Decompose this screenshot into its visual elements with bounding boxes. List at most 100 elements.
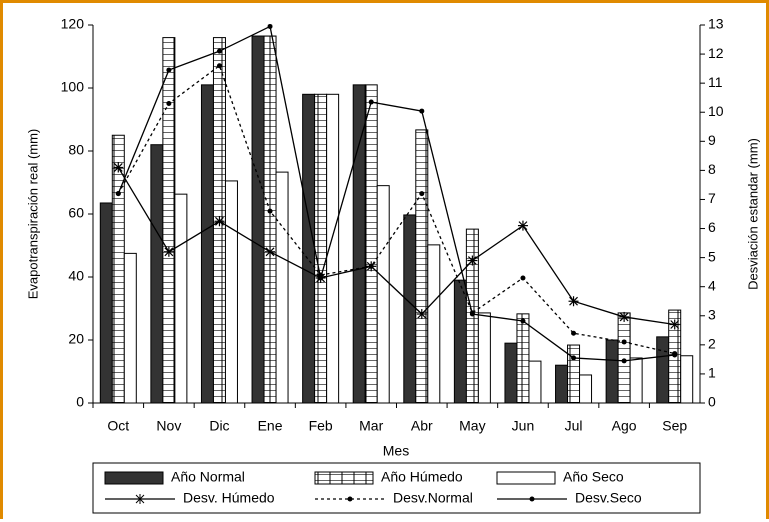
line-marker: [267, 23, 273, 29]
bar: [263, 35, 277, 404]
line-marker: [621, 339, 627, 345]
y2-tick-label: 0: [708, 394, 716, 410]
x-tick-label: Ene: [258, 418, 283, 434]
line-marker: [619, 311, 630, 322]
legend-box: [92, 462, 701, 514]
bar: [629, 357, 643, 404]
y-tick-label: 20: [68, 331, 84, 347]
x-tick-label: Feb: [309, 418, 333, 434]
line-marker: [517, 220, 528, 231]
line-marker: [216, 63, 222, 69]
bar: [605, 339, 619, 404]
x-tick-label: Jun: [512, 418, 535, 434]
x-tick-label: Ago: [612, 418, 637, 434]
y2-tick-label: 7: [708, 190, 716, 206]
x-axis-label: Mes: [383, 443, 409, 459]
y2-tick-label: 13: [708, 16, 724, 32]
bar: [579, 374, 593, 404]
line-marker: [368, 99, 374, 105]
bar: [376, 185, 390, 404]
line-marker: [416, 309, 427, 320]
bar: [251, 35, 265, 404]
bar: [99, 202, 113, 404]
line-marker: [368, 263, 374, 269]
line-marker: [520, 318, 526, 324]
line: [117, 25, 675, 362]
legend-swatch: [496, 471, 556, 485]
y2-tick-label: 11: [708, 74, 723, 90]
bar: [200, 84, 214, 404]
x-tick-label: Nov: [156, 418, 181, 434]
bar: [364, 84, 378, 404]
line-marker: [267, 208, 273, 214]
line-marker: [318, 275, 324, 281]
bar: [326, 93, 340, 404]
bar: [150, 144, 164, 404]
bar: [314, 93, 328, 404]
bar: [567, 344, 581, 404]
line-marker: [214, 216, 225, 227]
bar: [656, 336, 670, 404]
bar: [224, 180, 238, 404]
y2-tick-label: 1: [708, 365, 716, 381]
y2-tick-label: 4: [708, 277, 716, 293]
y2-tick-label: 2: [708, 336, 716, 352]
legend-swatch: [314, 471, 374, 485]
legend-label: Desv.Normal: [393, 490, 473, 506]
bar: [352, 84, 366, 404]
legend-marker: [135, 494, 145, 504]
bar: [453, 279, 467, 404]
x-tick-label: Abr: [411, 418, 433, 434]
line-marker: [467, 255, 478, 266]
bar: [427, 244, 441, 404]
line-marker: [166, 67, 172, 73]
legend-swatch: [104, 471, 164, 485]
line-marker: [419, 191, 425, 197]
bar: [415, 129, 429, 404]
y2-axis-label: Desviación estandar (mm): [745, 138, 760, 290]
line-marker: [113, 162, 124, 173]
y-tick-label: 40: [68, 268, 84, 284]
line-marker: [419, 108, 425, 114]
legend-label: Año Húmedo: [381, 469, 463, 485]
line-marker: [669, 319, 680, 330]
y2-tick-label: 9: [708, 132, 716, 148]
y-tick-label: 0: [76, 394, 84, 410]
legend-marker: [347, 496, 353, 502]
x-tick-label: Jul: [565, 418, 583, 434]
legend-label: Año Normal: [171, 469, 245, 485]
legend-label: Desv.Seco: [575, 490, 642, 506]
line-marker: [568, 296, 579, 307]
line-marker: [672, 352, 678, 358]
bar: [174, 193, 188, 404]
y-tick-label: 100: [61, 79, 85, 95]
y2-tick-label: 12: [708, 45, 724, 61]
line-marker: [571, 330, 577, 336]
bar: [516, 313, 530, 404]
line: [117, 167, 675, 326]
x-tick-label: May: [459, 418, 485, 434]
y-tick-label: 80: [68, 142, 84, 158]
legend-label: Desv. Húmedo: [183, 490, 275, 506]
legend-marker: [529, 496, 535, 502]
legend-label: Año Seco: [563, 469, 624, 485]
bar: [528, 360, 542, 404]
line: [117, 64, 675, 355]
bar: [302, 93, 316, 404]
y2-tick-label: 3: [708, 306, 716, 322]
y-tick-label: 120: [61, 16, 85, 32]
line-marker: [163, 246, 174, 257]
bar: [162, 37, 176, 404]
line-marker: [166, 101, 172, 107]
y2-tick-label: 10: [708, 103, 724, 119]
line-marker: [216, 48, 222, 54]
line-marker: [469, 311, 475, 317]
bar: [504, 342, 518, 404]
line-marker: [571, 355, 577, 361]
bar: [617, 312, 631, 404]
x-tick-label: Sep: [662, 418, 687, 434]
bar: [477, 312, 491, 404]
x-tick-label: Mar: [359, 418, 383, 434]
y2-tick-label: 6: [708, 219, 716, 235]
